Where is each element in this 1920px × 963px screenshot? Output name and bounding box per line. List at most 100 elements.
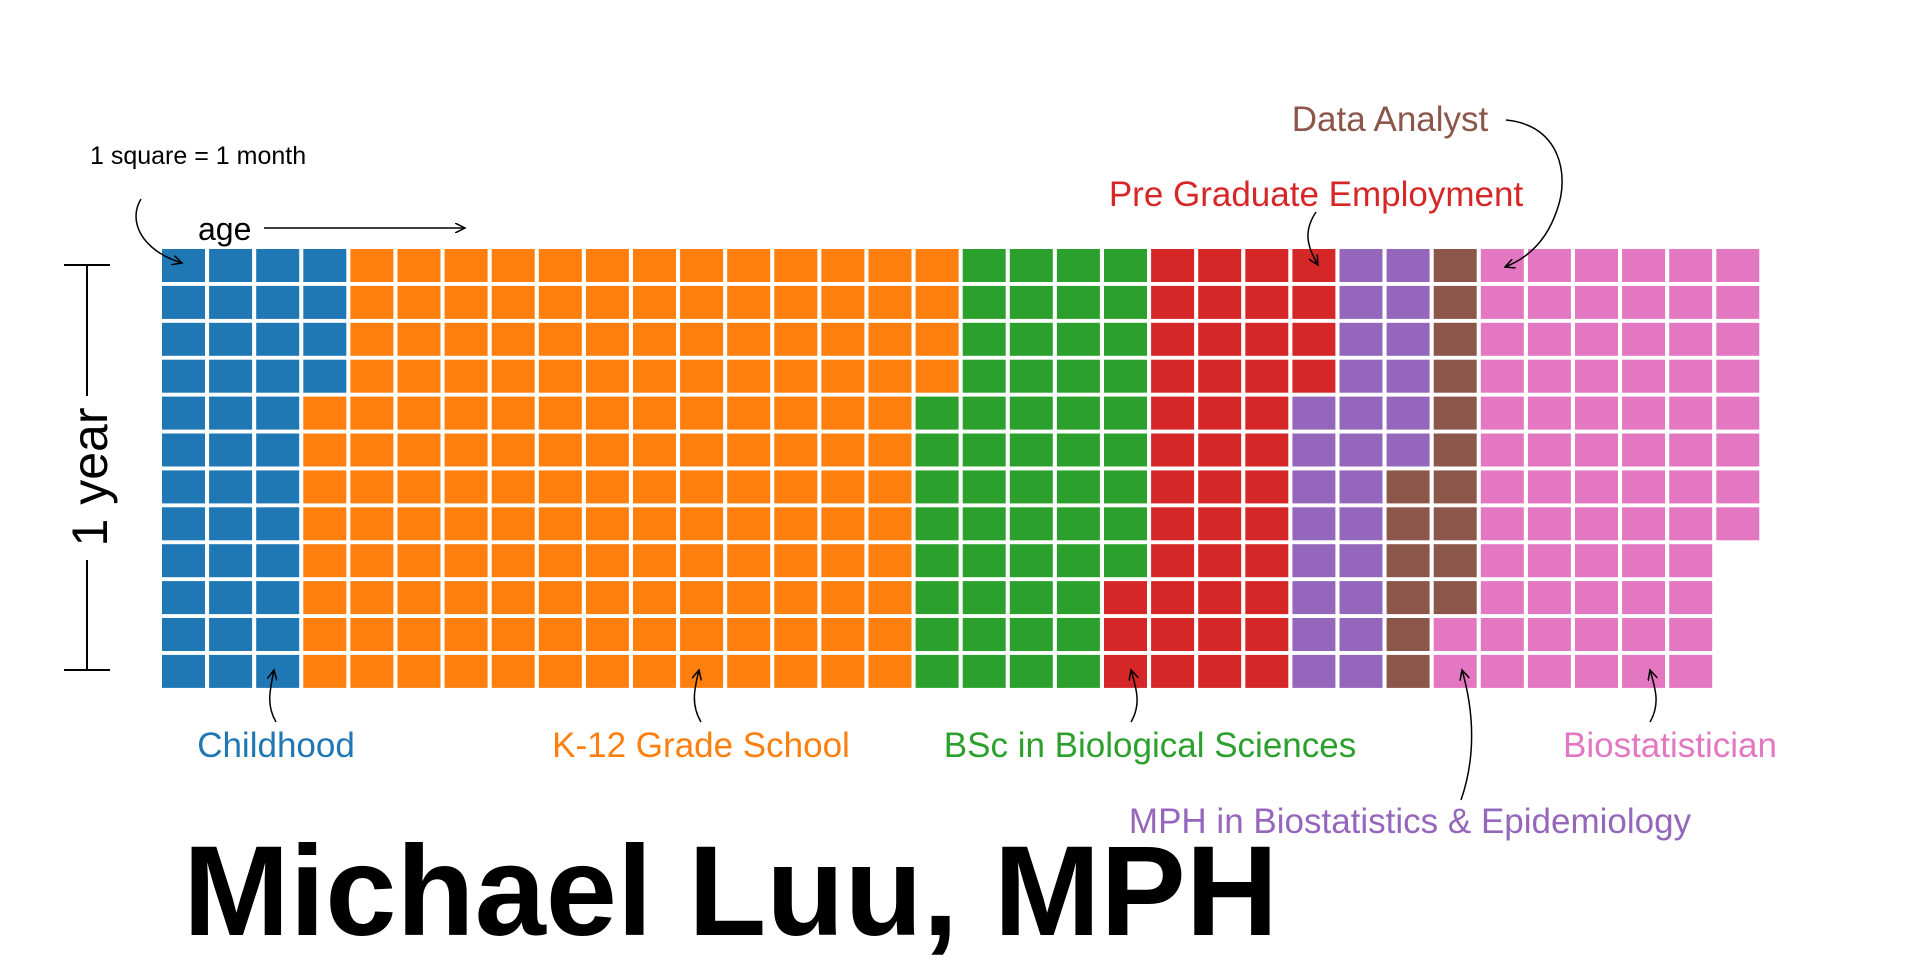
waffle-tile-k-12-grade-school (585, 285, 629, 319)
waffle-tile-k-12-grade-school (680, 470, 724, 504)
waffle-tile-childhood (162, 581, 205, 615)
waffle-tile-bsc-in-biological-sciences (1056, 396, 1100, 430)
waffle-tile-biostatistician (1527, 359, 1571, 393)
waffle-tile-data-analyst (1386, 654, 1430, 688)
childhood-arrow (270, 670, 276, 723)
waffle-tile-k-12-grade-school (350, 581, 394, 615)
waffle-tile-k-12-grade-school (538, 359, 582, 393)
waffle-tile-k-12-grade-school (491, 618, 535, 651)
waffle-tile-biostatistician (1669, 359, 1713, 393)
waffle-tile-bsc-in-biological-sciences (1056, 322, 1100, 356)
waffle-tile-data-analyst (1433, 544, 1477, 578)
waffle-tile-bsc-in-biological-sciences (915, 618, 959, 651)
waffle-tile-k-12-grade-school (774, 285, 818, 319)
waffle-tile-k-12-grade-school (585, 249, 629, 282)
waffle-tile-pre-graduate-employment (1104, 618, 1147, 651)
waffle-tile-pre-graduate-employment (1245, 433, 1289, 467)
waffle-tile-k-12-grade-school (821, 654, 865, 688)
waffle-tile-mph-in-biostatistics-epidemiology (1386, 249, 1430, 282)
waffle-tile-childhood (256, 433, 300, 467)
waffle-tile-k-12-grade-school (868, 322, 912, 356)
waffle-tile-bsc-in-biological-sciences (1009, 249, 1053, 282)
waffle-tile-childhood (162, 507, 205, 541)
waffle-tile-biostatistician (1716, 249, 1760, 282)
waffle-tile-pre-graduate-employment (1198, 396, 1242, 430)
waffle-tile-k-12-grade-school (633, 249, 676, 282)
waffle-tile-biostatistician (1575, 507, 1618, 541)
waffle-tile-pre-graduate-employment (1151, 618, 1195, 651)
waffle-tile-k-12-grade-school (303, 618, 347, 651)
waffle-tile-childhood (256, 544, 300, 578)
waffle-tile-pre-graduate-employment (1151, 359, 1195, 393)
waffle-tile-childhood (303, 359, 347, 393)
waffle-tile-k-12-grade-school (633, 359, 676, 393)
person-name: Michael Luu, MPH (183, 820, 1279, 963)
waffle-tile-childhood (209, 618, 253, 651)
waffle-tile-biostatistician (1716, 285, 1760, 319)
waffle-tile-pre-graduate-employment (1151, 433, 1195, 467)
waffle-tile-bsc-in-biological-sciences (962, 470, 1006, 504)
waffle-tile-biostatistician (1622, 581, 1666, 615)
waffle-tile-mph-in-biostatistics-epidemiology (1339, 618, 1383, 651)
waffle-tile-data-analyst (1433, 322, 1477, 356)
waffle-tile-k-12-grade-school (868, 249, 912, 282)
label-mph: MPH in Biostatistics & Epidemiology (1129, 670, 1692, 841)
waffle-tile-k-12-grade-school (774, 618, 818, 651)
waffle-tile-data-analyst (1433, 581, 1477, 615)
waffle-tile-pre-graduate-employment (1198, 618, 1242, 651)
waffle-tile-k-12-grade-school (727, 433, 771, 467)
waffle-tile-k-12-grade-school (633, 654, 676, 688)
waffle-tile-data-analyst (1386, 470, 1430, 504)
waffle-tile-childhood (256, 359, 300, 393)
waffle-tile-k-12-grade-school (585, 654, 629, 688)
waffle-tile-pre-graduate-employment (1292, 322, 1336, 356)
waffle-tile-mph-in-biostatistics-epidemiology (1292, 433, 1336, 467)
waffle-tile-biostatistician (1669, 396, 1713, 430)
waffle-tile-data-analyst (1386, 581, 1430, 615)
waffle-tile-k-12-grade-school (821, 544, 865, 578)
waffle-tile-mph-in-biostatistics-epidemiology (1292, 396, 1336, 430)
waffle-tile-bsc-in-biological-sciences (915, 507, 959, 541)
waffle-tile-mph-in-biostatistics-epidemiology (1292, 544, 1336, 578)
waffle-tile-bsc-in-biological-sciences (915, 433, 959, 467)
waffle-tile-childhood (162, 470, 205, 504)
waffle-tile-childhood (162, 359, 205, 393)
waffle-tile-k-12-grade-school (538, 322, 582, 356)
waffle-tile-k-12-grade-school (303, 433, 347, 467)
waffle-tile-biostatistician (1575, 322, 1618, 356)
waffle-tile-biostatistician (1622, 396, 1666, 430)
waffle-tile-pre-graduate-employment (1198, 249, 1242, 282)
waffle-tile-k-12-grade-school (727, 322, 771, 356)
waffle-tile-childhood (162, 322, 205, 356)
waffle-tile-biostatistician (1527, 507, 1571, 541)
waffle-tile-bsc-in-biological-sciences (1009, 581, 1053, 615)
waffle-tile-k-12-grade-school (444, 470, 488, 504)
waffle-tile-bsc-in-biological-sciences (1104, 507, 1147, 541)
waffle-tile-k-12-grade-school (680, 654, 724, 688)
waffle-tile-pre-graduate-employment (1292, 359, 1336, 393)
waffle-tile-biostatistician (1575, 433, 1618, 467)
waffle-tile-k-12-grade-school (727, 285, 771, 319)
waffle-tile-bsc-in-biological-sciences (1009, 507, 1053, 541)
waffle-tile-biostatistician (1480, 433, 1524, 467)
waffle-tile-k-12-grade-school (633, 470, 676, 504)
waffle-tile-childhood (162, 396, 205, 430)
waffle-tile-k-12-grade-school (303, 396, 347, 430)
waffle-tile-pre-graduate-employment (1151, 322, 1195, 356)
waffle-tile-mph-in-biostatistics-epidemiology (1339, 359, 1383, 393)
waffle-tile-pre-graduate-employment (1198, 654, 1242, 688)
waffle-tile-k-12-grade-school (821, 470, 865, 504)
waffle-tile-bsc-in-biological-sciences (962, 359, 1006, 393)
waffle-tile-biostatistician (1716, 359, 1760, 393)
waffle-tile-bsc-in-biological-sciences (1009, 433, 1053, 467)
waffle-tile-pre-graduate-employment (1245, 618, 1289, 651)
waffle-tile-k-12-grade-school (444, 544, 488, 578)
waffle-tile-childhood (303, 322, 347, 356)
waffle-tile-k-12-grade-school (538, 507, 582, 541)
waffle-tile-pre-graduate-employment (1198, 359, 1242, 393)
waffle-tile-pre-graduate-employment (1245, 581, 1289, 615)
waffle-tile-k-12-grade-school (397, 544, 441, 578)
waffle-tile-bsc-in-biological-sciences (1056, 359, 1100, 393)
waffle-tile-k-12-grade-school (397, 322, 441, 356)
waffle-tile-k-12-grade-school (397, 285, 441, 319)
